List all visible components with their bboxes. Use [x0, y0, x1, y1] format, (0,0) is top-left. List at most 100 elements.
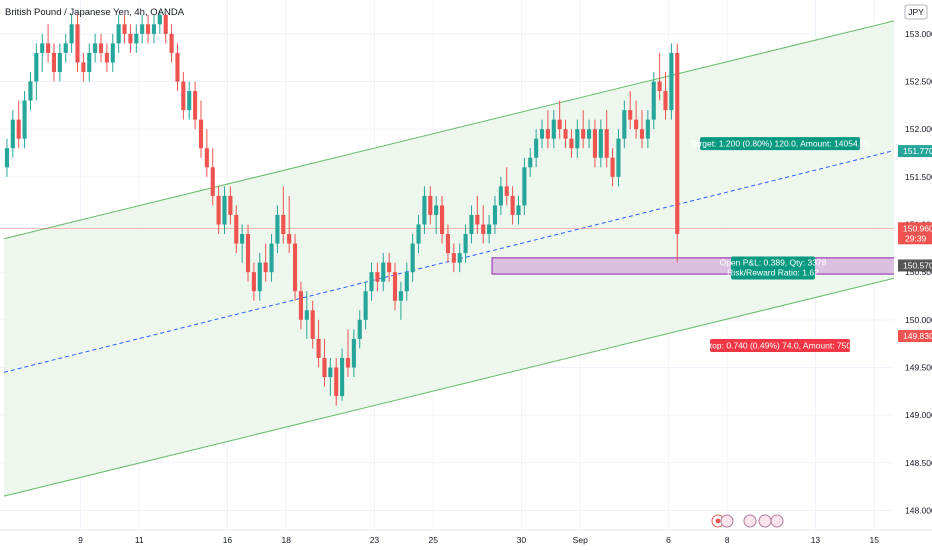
candle: [204, 129, 209, 177]
regression-channel: [3, 11, 932, 497]
candle: [93, 33, 98, 63]
candle-body: [428, 195, 433, 215]
price-tag-text: 150.570: [903, 260, 932, 270]
candle: [122, 14, 127, 44]
candle: [645, 110, 650, 149]
candle: [34, 43, 39, 101]
candle: [610, 148, 615, 187]
candle: [557, 100, 562, 139]
candle: [222, 186, 227, 235]
candle: [587, 119, 592, 149]
candle-body: [140, 24, 145, 34]
x-tick-label: 30: [517, 535, 527, 545]
candle-body: [663, 91, 668, 111]
economic-events[interactable]: [711, 514, 784, 528]
candle-body: [275, 214, 280, 244]
candle: [369, 262, 374, 301]
candle-body: [598, 129, 603, 158]
candle-body: [198, 119, 204, 149]
candle-body: [245, 234, 251, 273]
y-tick-label: 148.500: [905, 458, 932, 468]
entry-zone: [491, 257, 922, 275]
event-flag-icon[interactable]: [770, 514, 784, 528]
candle-body: [93, 43, 98, 53]
candle: [628, 91, 633, 130]
candle-body: [675, 52, 680, 235]
candle: [146, 14, 151, 44]
candle: [487, 214, 492, 244]
candle-body: [146, 24, 151, 34]
x-tick-label: 9: [78, 535, 83, 545]
candle: [193, 81, 198, 130]
x-tick-label: 15: [870, 535, 880, 545]
candle: [434, 195, 439, 235]
candle-body: [587, 129, 592, 139]
candle: [451, 243, 456, 273]
candle: [157, 10, 162, 34]
candle-body: [475, 214, 480, 225]
candle-body: [4, 148, 9, 168]
candle: [16, 100, 21, 149]
candle: [392, 262, 398, 311]
candle-body: [616, 138, 621, 177]
currency-badge[interactable]: [904, 4, 928, 20]
candle-body: [298, 291, 303, 320]
candle: [251, 262, 256, 301]
candle: [51, 43, 57, 82]
chart-title: British Pound / Japanese Yen, 4h, OANDA: [5, 7, 185, 18]
candle: [363, 281, 368, 330]
candle: [269, 234, 274, 282]
candle: [151, 14, 156, 44]
candle-body: [263, 262, 268, 273]
price-tag-bg: [898, 222, 932, 245]
candle: [104, 43, 109, 72]
x-tick-label: 23: [370, 535, 380, 545]
candle: [175, 43, 180, 92]
candle: [281, 186, 286, 244]
candle-body: [57, 52, 62, 72]
candle-body: [557, 119, 562, 130]
y-tick-label: 149.000: [905, 410, 932, 420]
price-tag: 149.830: [898, 330, 932, 343]
event-flag-icon[interactable]: [758, 514, 772, 528]
candle: [422, 186, 427, 235]
candle-body: [81, 62, 86, 72]
candle-body: [628, 110, 633, 120]
candle: [387, 253, 392, 282]
candle: [304, 291, 309, 339]
candle: [375, 262, 380, 292]
candle-body: [498, 186, 503, 206]
candle: [181, 71, 186, 120]
candle: [216, 186, 221, 235]
x-tick-label: 13: [811, 535, 821, 545]
candle-body: [592, 129, 597, 158]
currency-label: JPY: [908, 7, 924, 17]
candle: [40, 33, 45, 72]
candle-body: [316, 338, 321, 358]
candle: [675, 43, 680, 263]
candle-body: [539, 129, 545, 139]
candle-body: [387, 262, 392, 273]
candle-body: [163, 14, 168, 34]
candle-body: [440, 205, 445, 235]
x-tick-label: 11: [135, 535, 144, 545]
event-flag-icon[interactable]: [743, 514, 757, 528]
y-tick-label: 148.000: [905, 505, 932, 515]
candle-body: [445, 234, 450, 254]
candle: [134, 24, 139, 53]
price-tag-text: 151.770: [903, 146, 932, 156]
y-tick-label: 150.500: [905, 267, 932, 277]
price-tag-bg: [898, 259, 932, 272]
candle-body: [581, 129, 586, 139]
event-flag-icon[interactable]: [720, 514, 734, 528]
candle-body: [657, 81, 662, 92]
candle-body: [157, 14, 162, 25]
candle: [328, 357, 333, 397]
candle-body: [457, 253, 462, 263]
candle-body: [128, 33, 133, 44]
candle-body: [193, 91, 198, 120]
candle-body: [463, 234, 468, 254]
